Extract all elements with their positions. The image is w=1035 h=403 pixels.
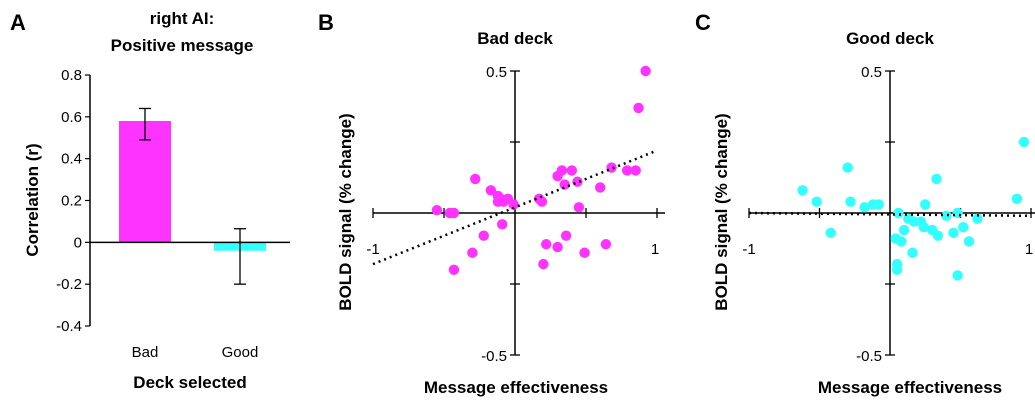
panel-c-x-tick-max: 1 [1025,241,1033,258]
data-point [444,207,455,219]
y-tick-label: 0 [74,234,82,251]
data-point [931,173,942,185]
data-point [538,258,549,270]
data-point [633,102,644,114]
data-point [552,241,563,253]
data-point [431,204,443,216]
data-point [811,196,822,207]
panel-b-x-tick-min: -1 [366,241,379,258]
data-point [573,202,585,213]
category-label-bad: Bad [132,344,159,361]
panel-a-title-line-1: right AI: [150,9,215,28]
y-tick-label: -0.2 [56,276,82,293]
data-point [873,199,884,210]
data-point [640,65,651,77]
data-point [1018,136,1030,148]
data-point [920,199,931,210]
panel-c-y-axis-label: BOLD signal (% change) [712,113,731,310]
data-point [1011,193,1023,204]
data-point [621,165,633,176]
panel-a-y-ticks: 0.8 0.6 0.4 0.2 0 -0.2 -0.4 [56,67,90,335]
data-point [566,165,577,176]
data-point [842,162,853,173]
panel-label-c: C [695,10,711,35]
data-point [927,224,938,236]
y-tick-label: 0.4 [61,151,82,168]
data-point [595,182,606,193]
category-label-good: Good [222,344,259,361]
data-point [600,239,612,250]
data-point [958,222,969,233]
data-point [560,230,572,241]
data-point [890,233,901,244]
panel-a-title-line-2: Positive message [111,36,254,55]
data-point [891,258,903,270]
panel-a-y-axis-label: Correlation (r) [23,143,42,256]
data-point [559,179,570,190]
data-point [859,202,870,213]
data-point [630,165,641,176]
data-point [972,213,983,224]
panel-c-x-tick-min: -1 [742,241,755,258]
data-point [579,247,590,258]
y-tick-label: 0.8 [61,67,82,84]
y-tick-label: 0.6 [61,109,82,126]
data-point [907,247,918,258]
panel-b-points [431,65,651,275]
y-tick-label: 0.2 [61,193,82,210]
data-point [845,196,856,207]
data-point [918,222,930,233]
data-point [470,173,481,185]
panel-b-y-tick-min: -0.5 [481,348,507,365]
data-point [941,210,952,222]
bar-bad [119,121,171,243]
panel-c-axes [748,70,1035,356]
data-point [448,264,460,275]
data-point [825,227,836,239]
data-point [552,170,563,182]
panel-c-y-tick-max: 0.5 [861,64,882,81]
data-point [467,247,478,258]
data-point [508,199,519,210]
panel-c-points [797,136,1030,281]
panel-c-y-tick-min: -0.5 [856,348,882,365]
data-point [485,185,497,196]
data-point [541,239,552,250]
panel-c: C Good deck BOLD signal (% change) Messa… [695,10,1035,397]
data-point [952,207,963,219]
data-point [797,185,808,196]
data-point [948,227,959,239]
data-point [492,196,504,207]
panel-b-y-axis-label: BOLD signal (% change) [336,113,355,310]
panel-a-x-axis-label: Deck selected [133,373,246,392]
panel-label-a: A [10,10,26,35]
panel-b-y-tick-max: 0.5 [486,64,507,81]
panel-c-x-axis-label: Message effectiveness [818,378,1002,397]
panel-b-title: Bad deck [477,29,553,48]
panel-b: B Bad deck BOLD signal (% change) Messag… [318,10,665,397]
data-point [478,230,489,241]
data-point [497,219,508,230]
data-point [893,207,904,219]
y-tick-label: -0.4 [56,318,82,335]
panel-b-axes [372,70,665,356]
panel-c-trend-line [748,211,1032,218]
panel-label-b: B [318,10,334,35]
data-point [963,236,975,247]
panel-b-x-axis-label: Message effectiveness [424,378,608,397]
data-point [898,224,910,236]
panel-c-title: Good deck [846,29,934,48]
panel-b-x-tick-max: 1 [651,241,659,258]
panel-a: A right AI: Positive message Correlation… [10,9,290,392]
data-point [952,270,963,281]
panel-a-error-bars [139,107,246,285]
